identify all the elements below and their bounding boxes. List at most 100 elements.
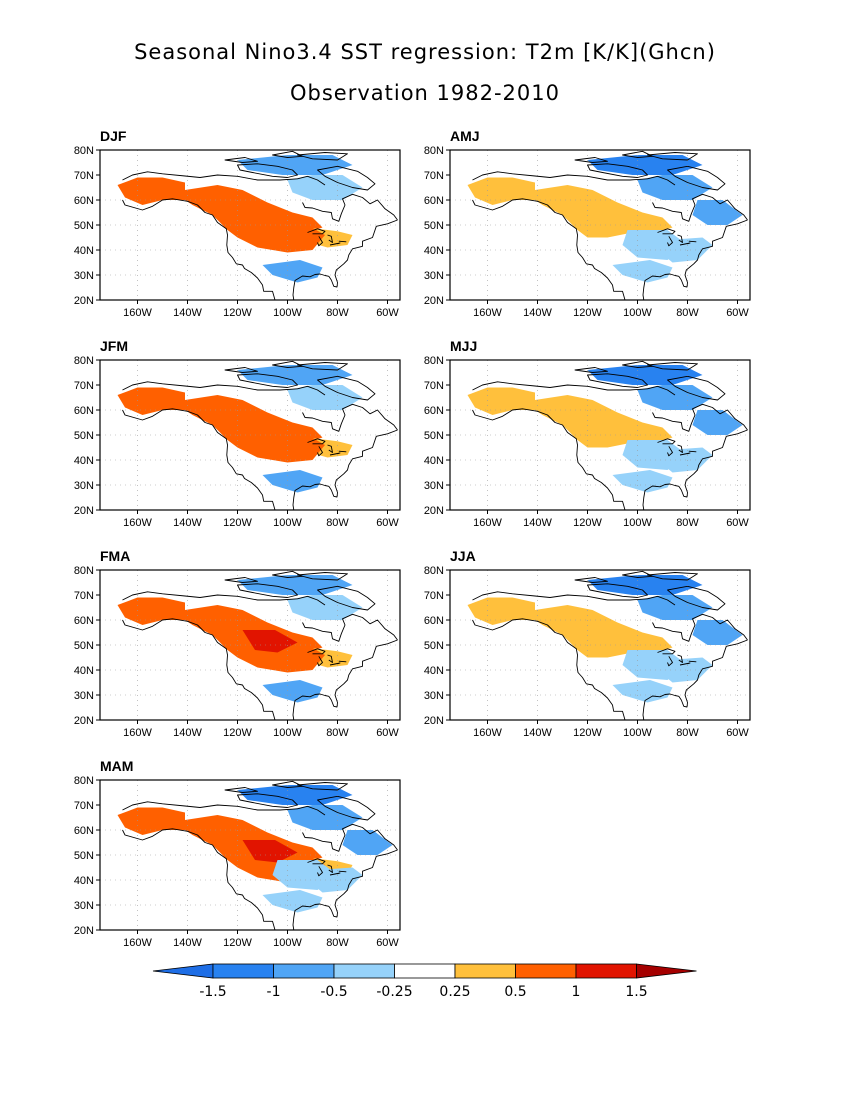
anomaly-region-labrador: [692, 200, 743, 225]
anomaly-region-hudsonN: [287, 805, 363, 830]
lake-outline: [307, 228, 326, 235]
anomaly-region-arctic: [587, 365, 703, 385]
lat-tick-label: 40N: [74, 665, 94, 677]
panel-label: FMA: [100, 548, 131, 564]
coastline: [122, 618, 276, 720]
island-outline: [587, 373, 648, 388]
lon-tick-label: 160W: [123, 307, 152, 319]
lon-tick-label: 60W: [376, 727, 399, 739]
colorbar-arrow-right: [636, 963, 697, 979]
coastline: [472, 198, 626, 300]
lake-outline: [677, 444, 683, 453]
coastline: [122, 801, 326, 816]
lat-tick-label: 20N: [424, 715, 444, 727]
lon-tick-label: 160W: [123, 727, 152, 739]
coastline: [302, 193, 398, 222]
coastline: [642, 639, 748, 720]
coastline: [122, 198, 276, 300]
lake-outline: [667, 236, 673, 247]
lat-tick-label: 20N: [74, 295, 94, 307]
island-outline: [587, 583, 648, 598]
coastline: [292, 849, 398, 930]
lon-tick-label: 100W: [623, 517, 652, 529]
lon-tick-label: 80W: [676, 517, 699, 529]
lake-outline: [329, 242, 341, 246]
lake-outline: [677, 234, 683, 243]
island-outline: [272, 780, 303, 788]
colorbar-segment: [333, 963, 395, 979]
lon-tick-label: 120W: [573, 517, 602, 529]
island-outline: [237, 583, 298, 598]
colorbar-segment: [394, 963, 456, 979]
lake-outline: [657, 438, 676, 445]
colorbar-segment: [454, 963, 516, 979]
lat-tick-label: 60N: [74, 615, 94, 627]
map-field: [100, 360, 400, 510]
map-field: [450, 570, 750, 720]
lat-tick-label: 20N: [424, 505, 444, 517]
coastline: [292, 219, 398, 300]
anomaly-region-hudsonN: [637, 175, 713, 200]
lake-outline: [667, 656, 673, 667]
lat-tick-label: 80N: [424, 355, 444, 367]
lat-tick-label: 50N: [74, 850, 94, 862]
colorbar-label: -0.25: [376, 984, 412, 1000]
lat-tick-label: 70N: [74, 380, 94, 392]
island-outline: [272, 570, 303, 578]
lon-tick-label: 100W: [273, 937, 302, 949]
lon-tick-label: 160W: [473, 307, 502, 319]
lon-tick-label: 80W: [676, 727, 699, 739]
coastline: [472, 408, 626, 510]
lat-tick-label: 30N: [424, 480, 444, 492]
island-outline: [297, 572, 348, 581]
coastline: [472, 591, 676, 606]
coastline: [292, 429, 398, 510]
island-outline: [574, 157, 608, 163]
map-panel-mjj: MJJ 80N 70N 60N 50N 40N 30N 20N 160W 140W 120W 100…: [410, 338, 790, 538]
island-outline: [667, 585, 726, 611]
lat-tick-label: 20N: [74, 505, 94, 517]
lat-tick-label: 50N: [424, 640, 444, 652]
anomaly-region-alaska: [467, 177, 535, 205]
lat-tick-label: 70N: [424, 590, 444, 602]
lake-outline: [329, 452, 341, 456]
colorbar-label: 1.5: [625, 984, 647, 1000]
lon-tick-label: 120W: [223, 517, 252, 529]
figure-title: Seasonal Nino3.4 SST regression: T2m [K/…: [134, 40, 716, 64]
coastline: [472, 618, 626, 720]
anomaly-region-hudsonN: [637, 595, 713, 620]
map-panel-jfm: JFM 80N 70N 60N 50N 40N 30N 20N 160W 140W 120W 100…: [60, 338, 440, 538]
island-outline: [224, 787, 258, 793]
colorbar-label: 0.25: [439, 984, 470, 1000]
lat-tick-label: 40N: [424, 665, 444, 677]
island-outline: [622, 570, 653, 578]
island-outline: [622, 360, 653, 368]
coastline: [472, 171, 676, 186]
lake-outline: [307, 858, 326, 865]
island-outline: [317, 585, 376, 611]
island-outline: [224, 577, 258, 583]
island-outline: [667, 375, 726, 401]
anomaly-region-alaska: [467, 597, 535, 625]
lat-tick-label: 50N: [74, 640, 94, 652]
map-plot: 80N 70N 60N 50N 40N 30N 20N 160W 140W 120W 100W 80W…: [424, 145, 751, 319]
anomaly-region-alaska: [117, 807, 185, 835]
map-plot: 80N 70N 60N 50N 40N 30N 20N 160W 140W 120W 100W 80W…: [74, 565, 401, 739]
lake-outline: [688, 660, 697, 663]
lat-tick-label: 30N: [424, 690, 444, 702]
island-outline: [574, 367, 608, 373]
anomaly-region-plains: [237, 430, 325, 463]
lon-tick-label: 140W: [173, 517, 202, 529]
map-panel-djf: DJF 80N 70N 60N 50N 40N 30N 20N 160W 140W 120W 100…: [60, 128, 440, 328]
map-field: [450, 150, 750, 300]
coastline: [292, 639, 398, 720]
island-outline: [317, 165, 376, 191]
lat-tick-label: 60N: [74, 405, 94, 417]
lat-tick-label: 50N: [74, 220, 94, 232]
map-panel-fma: FMA 80N 70N 60N 50N 40N 30N 20N 160W 140W 120W 100…: [60, 548, 440, 748]
lake-outline: [338, 660, 347, 663]
lake-outline: [679, 242, 691, 246]
island-outline: [237, 373, 298, 388]
map-field: [100, 150, 400, 300]
island-outline: [224, 367, 258, 373]
